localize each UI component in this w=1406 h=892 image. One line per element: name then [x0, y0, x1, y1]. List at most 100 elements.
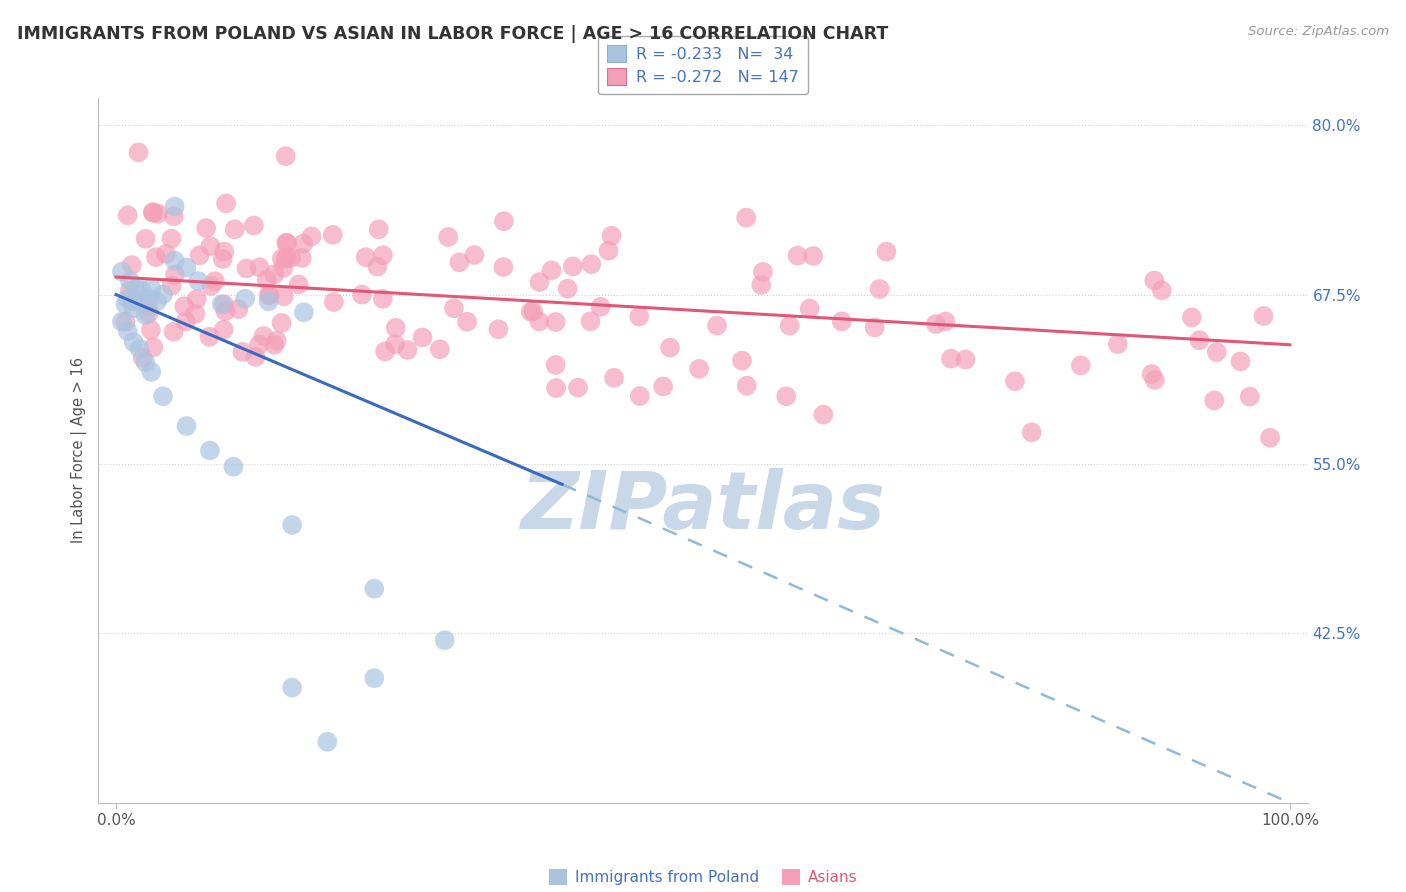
Point — [243, 219, 266, 233]
Point — [544, 358, 567, 372]
Point — [869, 282, 891, 296]
Point — [384, 337, 406, 351]
Point — [117, 208, 139, 222]
Point — [589, 300, 612, 314]
Point — [135, 232, 157, 246]
Point — [540, 263, 562, 277]
Point — [128, 145, 150, 160]
Point — [396, 343, 419, 357]
Point — [1204, 393, 1226, 408]
Point — [274, 149, 297, 163]
Point — [274, 252, 297, 266]
Point — [138, 299, 160, 313]
Point — [176, 260, 198, 275]
Point — [600, 228, 623, 243]
Point — [939, 351, 962, 366]
Point — [371, 292, 394, 306]
Point — [141, 365, 163, 379]
Point — [735, 211, 758, 225]
Point — [367, 222, 389, 236]
Point — [863, 320, 886, 334]
Point — [204, 274, 226, 288]
Point — [706, 318, 728, 333]
Point — [366, 260, 388, 274]
Point — [256, 273, 278, 287]
Point — [163, 200, 186, 214]
Point — [322, 295, 344, 310]
Point — [120, 274, 142, 288]
Point — [187, 274, 209, 288]
Point — [786, 249, 808, 263]
Point — [437, 230, 460, 244]
Point — [567, 381, 589, 395]
Point — [114, 315, 136, 329]
Point — [1253, 309, 1275, 323]
Point — [121, 258, 143, 272]
Point — [247, 337, 270, 351]
Point — [188, 248, 211, 262]
Point — [211, 252, 233, 266]
Legend: Immigrants from Poland, Asians: Immigrants from Poland, Asians — [543, 863, 863, 891]
Point — [561, 260, 583, 274]
Point — [371, 248, 394, 262]
Point — [350, 287, 373, 301]
Point — [1258, 431, 1281, 445]
Point — [752, 265, 775, 279]
Point — [122, 293, 145, 308]
Point — [384, 320, 406, 334]
Point — [363, 671, 385, 685]
Point — [142, 205, 165, 219]
Point — [1150, 283, 1173, 297]
Point — [301, 229, 323, 244]
Point — [799, 301, 821, 316]
Point — [173, 299, 195, 313]
Text: ZIPatlas: ZIPatlas — [520, 467, 886, 546]
Point — [1143, 373, 1166, 387]
Point — [1070, 359, 1092, 373]
Text: Source: ZipAtlas.com: Source: ZipAtlas.com — [1249, 25, 1389, 38]
Point — [259, 288, 281, 302]
Point — [749, 277, 772, 292]
Point — [257, 287, 280, 301]
Point — [779, 318, 801, 333]
Point — [522, 304, 544, 318]
Point — [281, 681, 304, 695]
Point — [1021, 425, 1043, 440]
Point — [163, 268, 186, 282]
Point — [160, 232, 183, 246]
Point — [486, 322, 509, 336]
Point — [1239, 390, 1261, 404]
Point — [735, 378, 758, 392]
Point — [245, 350, 267, 364]
Point — [287, 277, 309, 292]
Point — [581, 257, 603, 271]
Point — [831, 314, 853, 328]
Point — [1229, 354, 1251, 368]
Point — [200, 239, 222, 253]
Point — [200, 279, 222, 293]
Point — [456, 315, 478, 329]
Point — [579, 314, 602, 328]
Point — [628, 389, 651, 403]
Point — [235, 261, 257, 276]
Point — [443, 301, 465, 315]
Point — [257, 294, 280, 309]
Point — [224, 222, 246, 236]
Point — [273, 260, 295, 275]
Point — [529, 275, 551, 289]
Point — [801, 249, 824, 263]
Point — [270, 252, 292, 266]
Point — [114, 297, 136, 311]
Point — [433, 633, 456, 648]
Point — [252, 329, 274, 343]
Point — [138, 292, 160, 306]
Point — [215, 196, 238, 211]
Point — [280, 251, 302, 265]
Point — [163, 253, 186, 268]
Point — [127, 281, 149, 295]
Point — [1188, 333, 1211, 347]
Point — [131, 284, 153, 298]
Point — [934, 314, 956, 328]
Point — [1107, 337, 1129, 351]
Point — [276, 235, 298, 250]
